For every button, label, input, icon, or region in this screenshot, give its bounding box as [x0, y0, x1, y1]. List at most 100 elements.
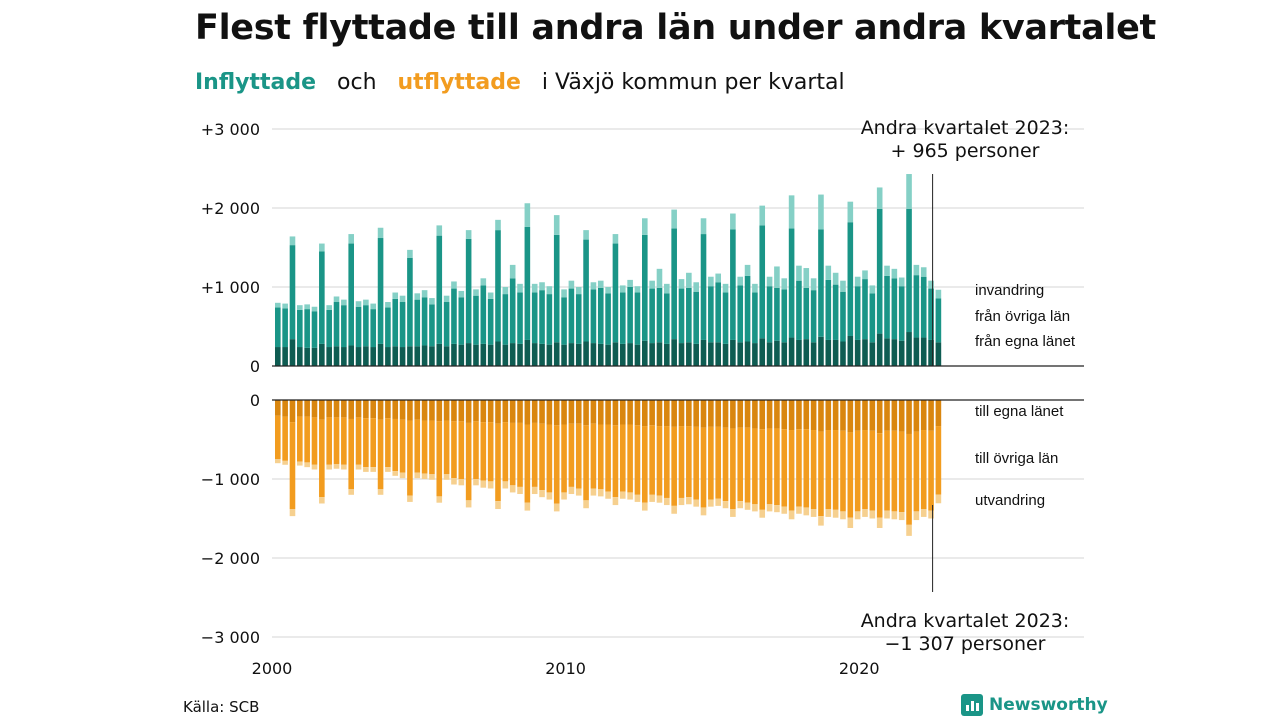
inflow-bar-egna [443, 346, 450, 366]
inflow-bar-egna [517, 343, 523, 366]
outflow-bar-ovriga [642, 426, 648, 503]
outflow-bar-ovriga [363, 418, 369, 468]
inflow-bar-invandring [370, 303, 377, 310]
outflow-bar-ovriga [708, 426, 714, 500]
outflow-bar-utvandring [766, 504, 773, 512]
inflow-bar-invandring [678, 279, 685, 289]
outflow-bar-utvandring [370, 467, 377, 472]
inflow-bar-ovriga [553, 234, 560, 343]
inflow-bar-invandring [451, 281, 457, 289]
inflow-bar-ovriga [282, 308, 288, 348]
outflow-bar-utvandring [825, 509, 832, 517]
inflow-bar-egna [385, 347, 391, 366]
inflow-bar-invandring [575, 287, 582, 295]
inflow-bar-invandring [832, 272, 839, 285]
outflow-bar-ovriga [348, 418, 354, 490]
inflow-bar-invandring [854, 276, 861, 287]
inflow-bar-ovriga [377, 238, 384, 344]
outflow-bar-utvandring [429, 474, 435, 480]
inflow-bar-ovriga [568, 288, 575, 344]
outflow-bar-utvandring [304, 462, 310, 468]
inflow-bar-egna [605, 344, 611, 366]
inflow-bar-invandring [531, 283, 538, 293]
outflow-bar-egna [920, 400, 927, 431]
outflow-bar-utvandring [810, 509, 817, 517]
inflow-bar-ovriga [311, 311, 318, 348]
inflow-bar-egna [399, 347, 406, 366]
outflow-bar-ovriga [619, 424, 626, 492]
inflow-bar-egna [407, 346, 413, 366]
inflow-bar-invandring [847, 201, 854, 223]
inflow-bar-invandring [392, 292, 399, 299]
inflow-bar-egna [326, 347, 332, 366]
outflow-bar-egna [414, 400, 421, 420]
outflow-bar-utvandring [788, 510, 795, 520]
outflow-bar-ovriga [730, 428, 736, 510]
inflow-bar-ovriga [451, 288, 457, 344]
outflow-bar-utvandring [730, 509, 736, 517]
inflow-bar-ovriga [818, 229, 824, 337]
inflow-bar-egna [561, 344, 567, 366]
outflow-bar-ovriga [803, 429, 810, 508]
brand-logo: Newsworthy [961, 694, 1108, 716]
inflow-bar-invandring [546, 286, 553, 295]
outflow-bar-egna [407, 400, 413, 421]
x-tick-label: 2010 [545, 659, 586, 678]
outflow-bar-utvandring [392, 471, 399, 476]
inflow-bar-invandring [876, 187, 883, 209]
outflow-bar-utvandring [421, 473, 428, 479]
outflow-bar-utvandring [377, 489, 384, 495]
outflow-bar-utvandring [333, 463, 340, 469]
annotation-out-line1: Andra kvartalet 2023: [861, 610, 1070, 632]
outflow-bar-ovriga [876, 433, 883, 518]
outflow-bar-ovriga [612, 425, 619, 498]
outflow-bar-utvandring [407, 495, 413, 502]
outflow-bar-egna [825, 400, 832, 431]
inflow-bar-ovriga [884, 275, 890, 339]
inflow-bar-egna [752, 343, 758, 366]
inflow-bar-ovriga [355, 306, 362, 348]
inflow-bar-egna [575, 343, 582, 366]
outflow-bar-ovriga [847, 432, 854, 518]
inflow-bar-invandring [788, 195, 795, 229]
outflow-bar-egna [913, 400, 920, 432]
outflow-bar-egna [436, 400, 443, 422]
inflow-bar-invandring [935, 289, 942, 299]
inflow-bar-invandring [561, 289, 567, 298]
inflow-bar-ovriga [825, 279, 832, 340]
inflow-bar-invandring [553, 215, 560, 235]
inflow-bar-invandring [458, 290, 465, 298]
outflow-bar-egna [715, 400, 721, 427]
outflow-bar-ovriga [414, 419, 421, 473]
outflow-bar-egna [319, 400, 325, 420]
inflow-bar-invandring [407, 249, 413, 258]
inflow-bar-ovriga [443, 302, 450, 347]
outflow-bar-utvandring [832, 509, 839, 518]
inflow-bar-invandring [524, 203, 531, 227]
outflow-bar-utvandring [524, 502, 531, 511]
inflow-bar-egna [458, 344, 465, 366]
outflow-bar-utvandring [282, 460, 288, 465]
inflow-bar-ovriga [869, 293, 876, 343]
inflow-bar-invandring [275, 302, 281, 308]
inflow-bar-ovriga [436, 235, 443, 344]
outflow-bar-utvandring [862, 509, 868, 517]
inflow-bar-invandring [634, 286, 641, 293]
outflow-bar-ovriga [377, 419, 384, 490]
outflow-bar-ovriga [575, 423, 582, 489]
inflow-bar-egna [913, 337, 920, 366]
inflow-bar-egna [869, 342, 876, 366]
inflow-bar-ovriga [722, 292, 729, 344]
inflow-bar-egna [473, 344, 479, 366]
inflow-bar-ovriga [847, 222, 854, 336]
inflow-bar-egna [935, 342, 942, 366]
outflow-bar-ovriga [700, 427, 707, 508]
outflow-bar-egna [311, 400, 318, 418]
outflow-bar-egna [605, 400, 611, 425]
outflow-bar-ovriga [854, 430, 861, 512]
inflow-bar-egna [509, 343, 516, 366]
inflow-bar-ovriga [348, 243, 354, 346]
outflow-bar-utvandring [869, 510, 876, 519]
outflow-bar-egna [568, 400, 575, 424]
outflow-bar-ovriga [282, 416, 288, 461]
